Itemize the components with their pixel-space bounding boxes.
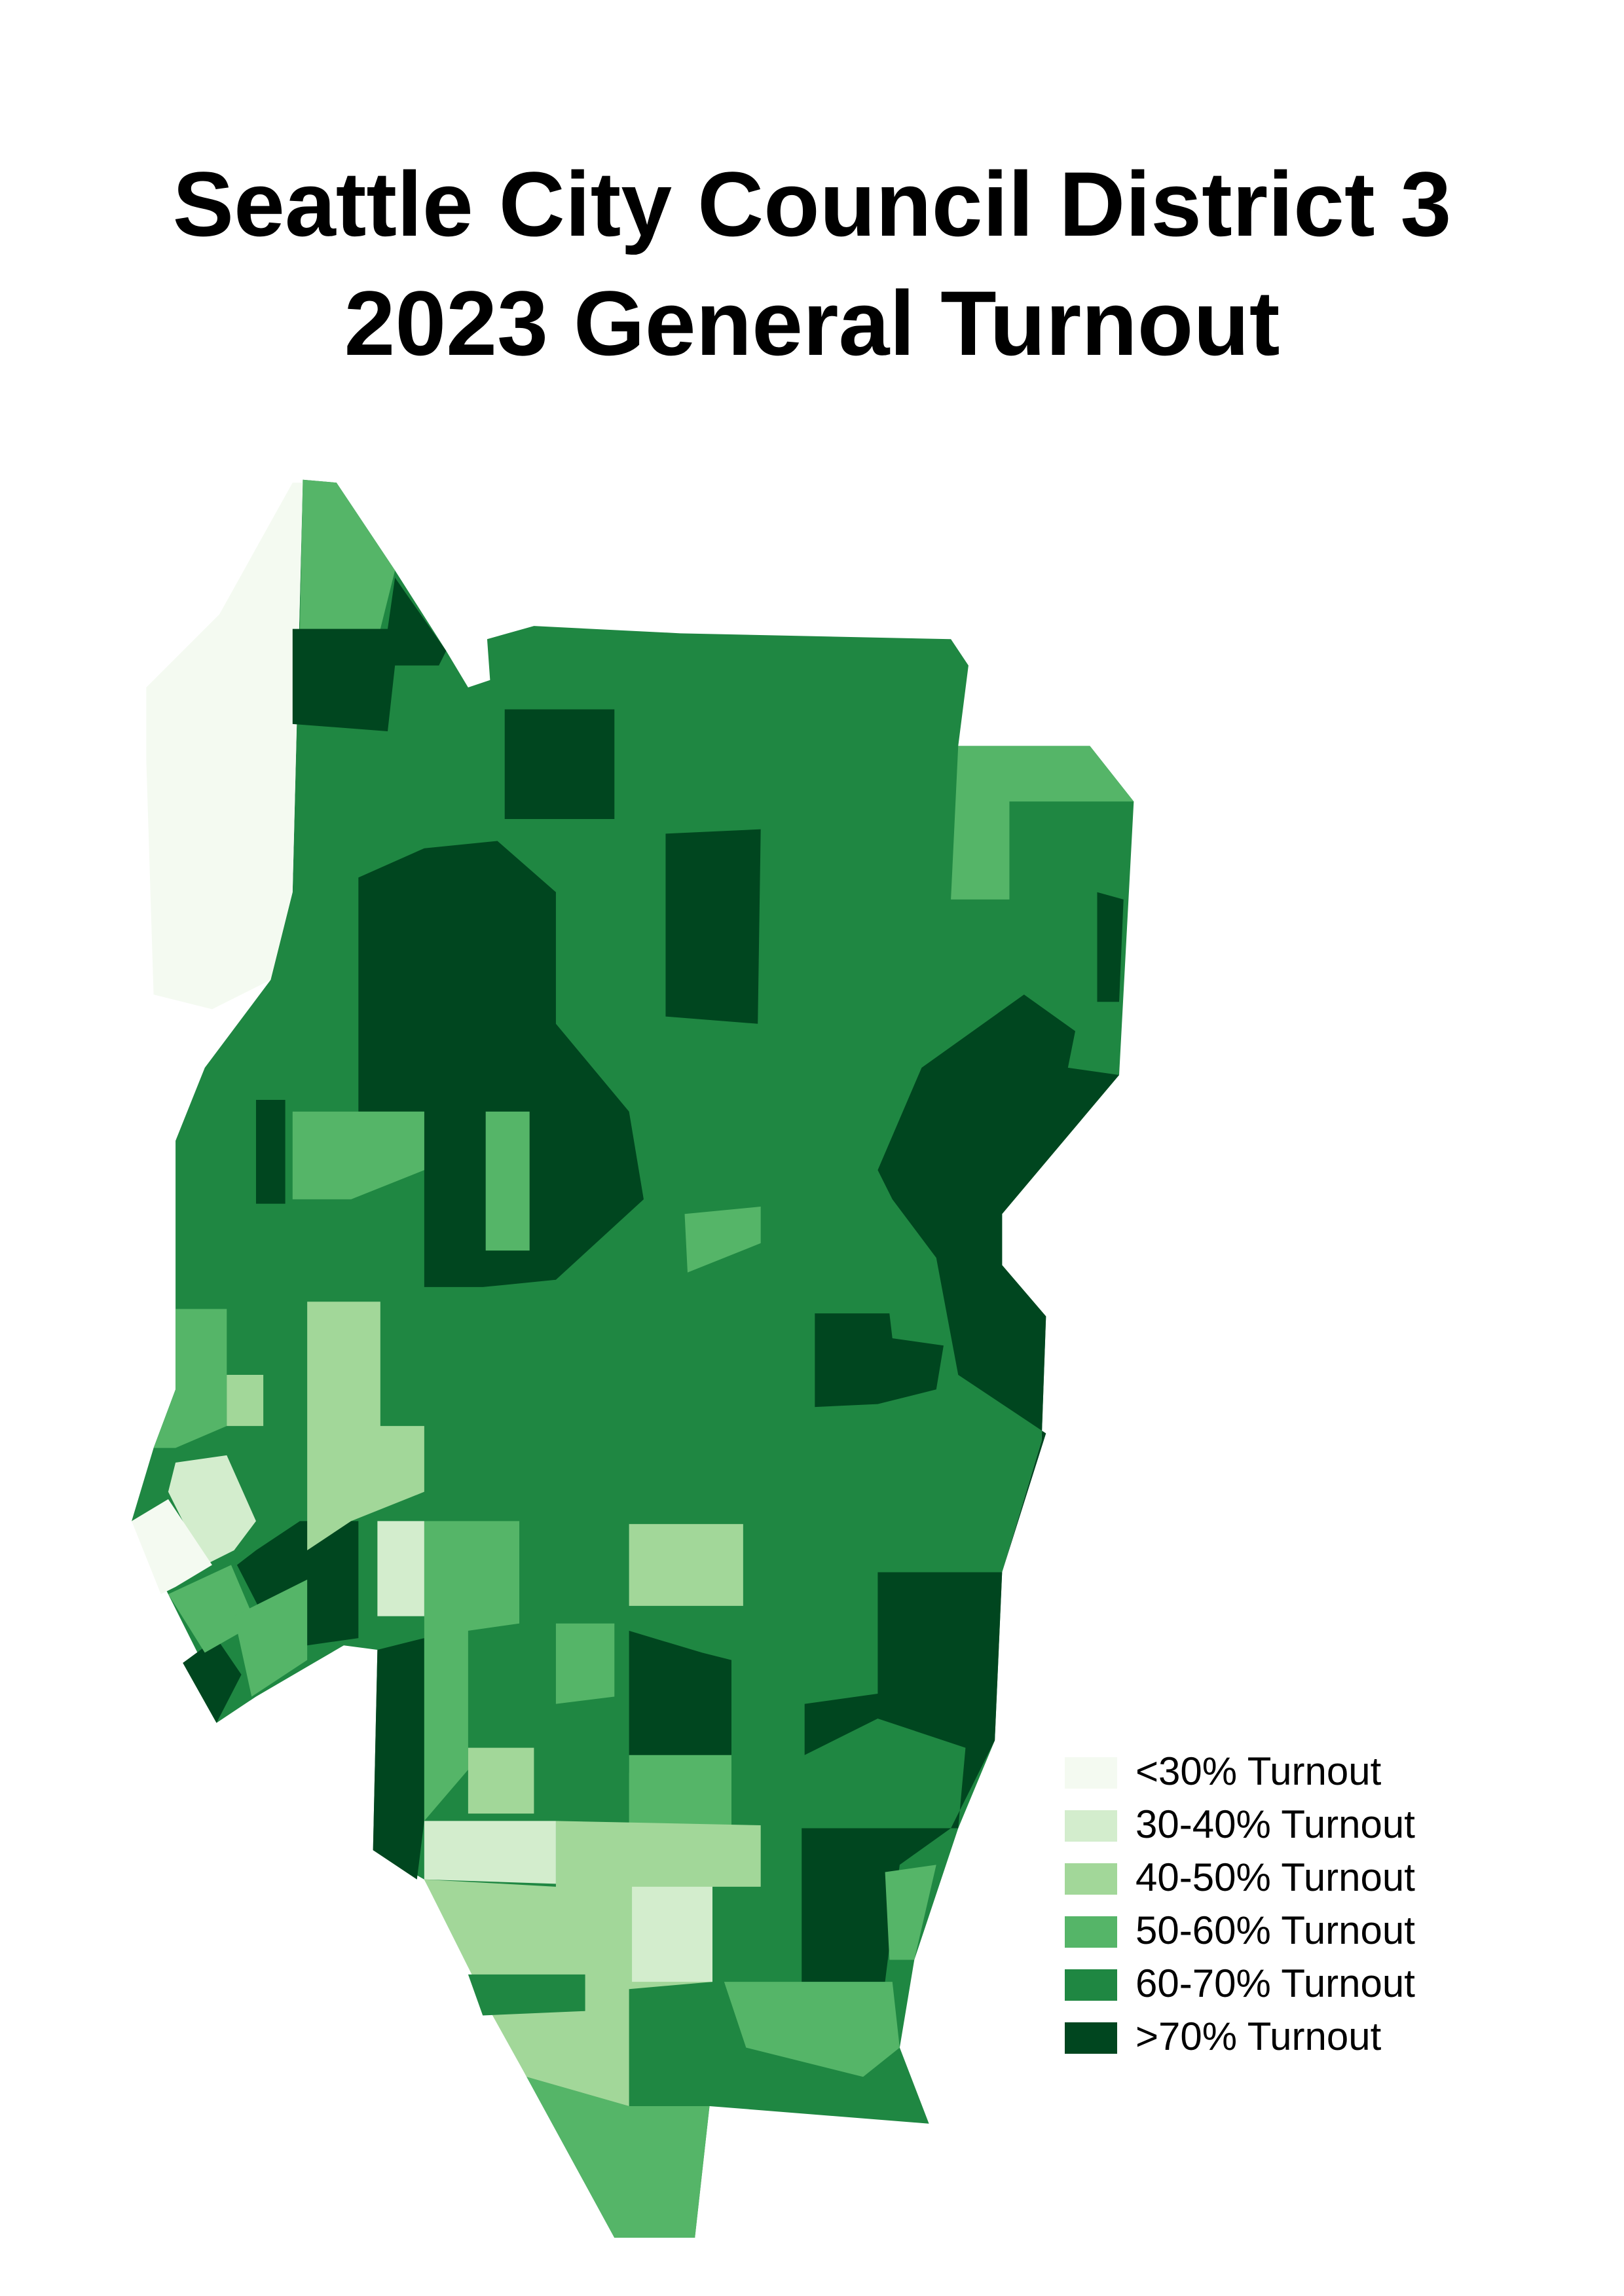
legend-swatch [1065,2022,1117,2054]
precinct [168,1565,256,1653]
precinct [724,1982,900,2077]
precinct [632,1886,712,1982]
precinct [885,1865,936,1960]
legend-label: 30-40% Turnout [1135,1802,1415,1846]
precinct [526,2077,710,2238]
precinct [373,1638,424,1880]
precinct [629,1755,731,1826]
legend-label: <30% Turnout [1135,1749,1382,1793]
legend-label: 50-60% Turnout [1135,1908,1415,1952]
precinct [555,1623,615,1704]
precinct [292,577,447,731]
title-line: 2023 General Turnout [344,272,1280,374]
precinct [815,1313,944,1408]
title-line: Seattle City Council District 3 [173,153,1452,255]
precinct [802,994,1120,1982]
precinct [307,1302,424,1551]
legend-label: 60-70% Turnout [1135,1961,1415,2005]
precinct [504,709,615,820]
precinct [377,1521,424,1616]
precinct [183,1638,242,1723]
precinct [485,1111,530,1251]
legend-swatch [1065,1969,1117,2001]
precinct [665,829,761,1024]
precinct [132,1499,212,1595]
legend-label: >70% Turnout [1135,2014,1382,2058]
precinct [234,1579,308,1697]
legend-swatch [1065,1757,1117,1789]
legend-label: 40-50% Turnout [1135,1855,1415,1899]
precinct [292,1111,424,1199]
precinct [468,1974,585,2016]
precinct [629,1523,743,1606]
precinct [358,841,644,1287]
precinct [227,1374,264,1427]
precinct [299,479,396,629]
precinct [424,1521,520,1821]
map [132,479,1134,2238]
precinct [468,1747,534,1814]
precinct [255,1099,286,1204]
legend-swatch [1065,1810,1117,1842]
precinct [146,483,303,1010]
precinct [629,1630,731,1773]
legend: <30% Turnout 30-40% Turnout 40-50% Turnout… [1065,1749,1415,2058]
precinct [684,1207,761,1273]
precinct [424,1821,556,1884]
legend-swatch [1065,1916,1117,1948]
precinct [153,1309,227,1448]
precinct [1097,892,1124,1002]
precinct [168,1455,256,1565]
precinct [951,746,1134,900]
legend-swatch [1065,1863,1117,1895]
